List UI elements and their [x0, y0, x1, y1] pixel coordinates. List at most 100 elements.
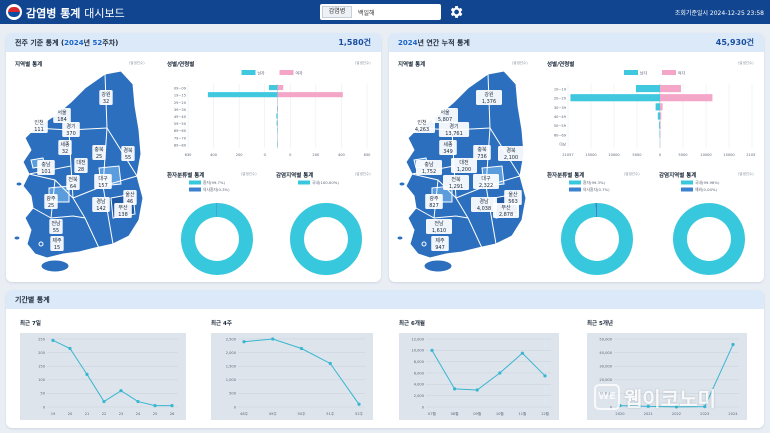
- legend-label: 환자(99.3%): [583, 180, 606, 185]
- timestamp: 조회기준일시 2024-12-25 23:58: [674, 10, 764, 17]
- category-label: 49~40: [174, 115, 187, 119]
- x-tick-label: 50주: [298, 412, 307, 416]
- data-point: [453, 387, 457, 391]
- region-label-bg: [49, 219, 63, 234]
- bar-male: [635, 85, 660, 93]
- legend-swatch-female: [279, 70, 294, 75]
- data-point: [102, 399, 106, 404]
- region-label-bg: [443, 175, 469, 190]
- data-point: [475, 388, 479, 392]
- y-tick-label: 200: [38, 351, 46, 355]
- yearly-total: 45,930건: [715, 38, 754, 47]
- legend-swatch: [298, 180, 310, 185]
- recent-5y-bg: [587, 333, 747, 420]
- recent-7d-title: 최근 7일: [20, 321, 41, 327]
- legend-label-female: 여자: [296, 71, 303, 76]
- island-shape: [15, 181, 23, 187]
- x-tick-label: 10000: [700, 153, 712, 157]
- x-tick-label: 10000: [608, 153, 620, 157]
- region-name: 경북: [506, 147, 516, 154]
- region-label-bg: [476, 90, 502, 105]
- region-label: 대전1,200: [451, 158, 477, 173]
- weekly-panel-title: 전주 기준 통계 (2024년 52주차): [15, 39, 119, 47]
- x-tick-label: 52주: [355, 412, 364, 416]
- gender-age-title: 성별/연령별: [547, 62, 575, 68]
- x-tick-label: 08월: [451, 411, 459, 416]
- data-point: [85, 372, 89, 376]
- x-tick-label: 12월: [541, 411, 549, 416]
- region-label: 전남1,610: [426, 219, 452, 234]
- bar-male: [570, 94, 660, 102]
- x-tick-label: 25: [153, 412, 158, 416]
- x-tick-label: 5000: [678, 153, 688, 157]
- region-value: 25: [96, 154, 102, 160]
- recent-6m-bg: [399, 333, 559, 420]
- legend-label-male: 남자: [258, 71, 265, 76]
- region-label-bg: [53, 108, 71, 123]
- region-name: 세종: [60, 141, 70, 148]
- legend-swatch: [681, 187, 693, 192]
- x-tick-label: 24: [136, 412, 141, 416]
- legend-label: 의사환자(0.3%): [203, 187, 230, 192]
- y-tick-label: 10,000: [411, 349, 424, 353]
- region-value: 111: [34, 127, 44, 133]
- region-map-title: 지역별 통계: [398, 62, 426, 68]
- region-value: 5,807: [438, 117, 452, 123]
- region-value: 55: [53, 228, 59, 234]
- bar-male: [659, 121, 660, 129]
- region-value: 55: [125, 155, 131, 161]
- x-tick-label: 10월: [496, 411, 504, 416]
- gear-icon[interactable]: [448, 4, 464, 20]
- disease-search-input[interactable]: [358, 4, 438, 20]
- disease-type-select[interactable]: 감염병: [322, 6, 352, 18]
- period-panel-title: 기간별 통계: [15, 296, 50, 304]
- island-shape: [38, 241, 44, 247]
- patient-type-unit: (발생건수): [241, 172, 257, 176]
- region-label-bg: [493, 203, 519, 218]
- patient-type-title: 환자분류별 통계: [167, 173, 205, 179]
- x-tick-label: 0: [659, 153, 662, 157]
- region-label-bg: [504, 190, 522, 205]
- island-shape: [396, 235, 404, 241]
- x-tick-label: 15000: [585, 153, 597, 157]
- patient-type-donut: 환자(99.3%) 의사환자(0.7%): [561, 180, 633, 275]
- region-label-bg: [432, 108, 458, 123]
- region-value: 157: [98, 183, 108, 189]
- top-bar: 감염병 통계 대시보드 감염병 조회기준일시 2024-12-25 23:58: [0, 0, 770, 24]
- region-name: 서울: [440, 109, 450, 116]
- region-name: 제주: [52, 237, 62, 244]
- region-name: 울산: [508, 191, 518, 198]
- region-map-unit: (발생건수): [512, 61, 528, 65]
- island-shape: [421, 241, 427, 247]
- region-label-bg: [498, 146, 524, 161]
- y-tick-label: 0: [43, 405, 46, 409]
- infection-region-title: 감염지역별 통계: [659, 173, 697, 179]
- bar-female: [660, 121, 661, 129]
- y-tick-label: 20,000: [599, 378, 612, 382]
- region-label-bg: [58, 140, 72, 155]
- region-name: 대구: [481, 175, 491, 182]
- legend-label: 국내(100.00%): [312, 180, 339, 185]
- region-value: 46: [127, 199, 133, 205]
- region-value: 28: [78, 167, 84, 173]
- x-tick-label: 630: [364, 153, 371, 157]
- region-label-bg: [92, 145, 106, 160]
- category-label: 39~30: [174, 108, 187, 112]
- region-value: 1,200: [457, 167, 471, 173]
- region-name: 전북: [68, 176, 78, 183]
- legend-swatch-male: [624, 70, 638, 75]
- region-label-bg: [114, 203, 132, 218]
- legend-swatch: [681, 180, 693, 185]
- data-point: [119, 389, 123, 393]
- y-tick-label: 250: [38, 337, 46, 341]
- legend-label-male: 남자: [640, 71, 647, 76]
- category-label: 29~20: [174, 101, 187, 105]
- region-label-bg: [438, 122, 470, 137]
